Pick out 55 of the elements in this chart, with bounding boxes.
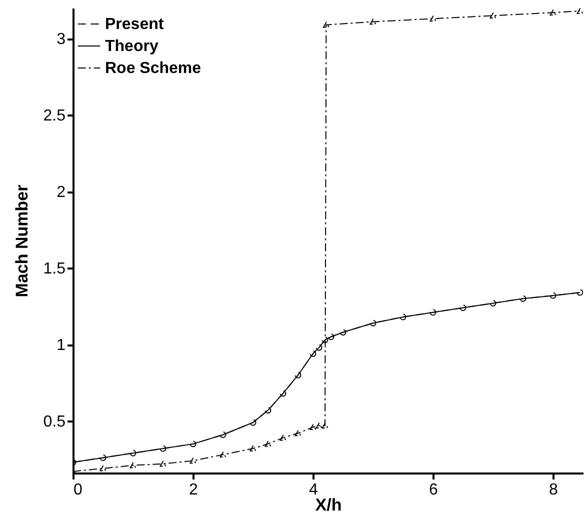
point — [160, 445, 166, 452]
y-axis-title: Mach Number — [12, 184, 32, 298]
point — [550, 10, 556, 16]
legend-label: Present — [105, 16, 164, 33]
point — [370, 320, 376, 326]
x-tick-label: 8 — [549, 482, 558, 498]
point — [340, 329, 346, 336]
y-tick-label: 2.5 — [43, 108, 66, 125]
point — [264, 407, 272, 414]
y-tick-label: 1 — [56, 337, 66, 354]
point — [310, 350, 316, 357]
point — [550, 292, 556, 299]
point — [280, 390, 286, 397]
y-tick-label: 3 — [56, 31, 66, 48]
y-tick-label: 1.5 — [43, 260, 66, 278]
y-tick-label: 0.5 — [43, 413, 66, 430]
point — [100, 466, 106, 472]
point — [322, 22, 330, 28]
point — [576, 8, 583, 14]
x-tick-label: 6 — [429, 482, 438, 498]
y-tick-label: 2 — [56, 184, 66, 202]
point — [328, 334, 334, 340]
point — [130, 462, 136, 468]
x-tick-label: 2 — [189, 482, 198, 498]
point — [490, 300, 496, 306]
point — [490, 12, 496, 19]
point — [322, 336, 328, 344]
point — [316, 344, 322, 351]
x-tick-label: 0 — [74, 482, 82, 498]
point — [322, 422, 328, 428]
legend-label: Theory — [105, 38, 158, 55]
point — [100, 454, 106, 461]
point — [430, 309, 436, 316]
point — [316, 422, 322, 428]
point — [160, 460, 166, 467]
point — [190, 440, 196, 448]
x-tick-label: 4 — [309, 482, 318, 498]
x-axis-title: X/h — [315, 496, 342, 514]
point — [294, 372, 302, 378]
point — [294, 430, 302, 436]
point — [460, 304, 466, 312]
point — [370, 18, 376, 25]
point — [250, 446, 256, 452]
point — [280, 434, 286, 441]
point — [130, 450, 136, 456]
point — [430, 16, 436, 22]
point — [190, 458, 196, 464]
point — [400, 314, 406, 320]
point — [250, 419, 256, 426]
point — [220, 452, 226, 458]
point — [520, 295, 526, 302]
point — [220, 432, 226, 438]
point — [310, 424, 316, 430]
legend-label: Roe Scheme — [105, 60, 202, 77]
point — [264, 441, 272, 447]
